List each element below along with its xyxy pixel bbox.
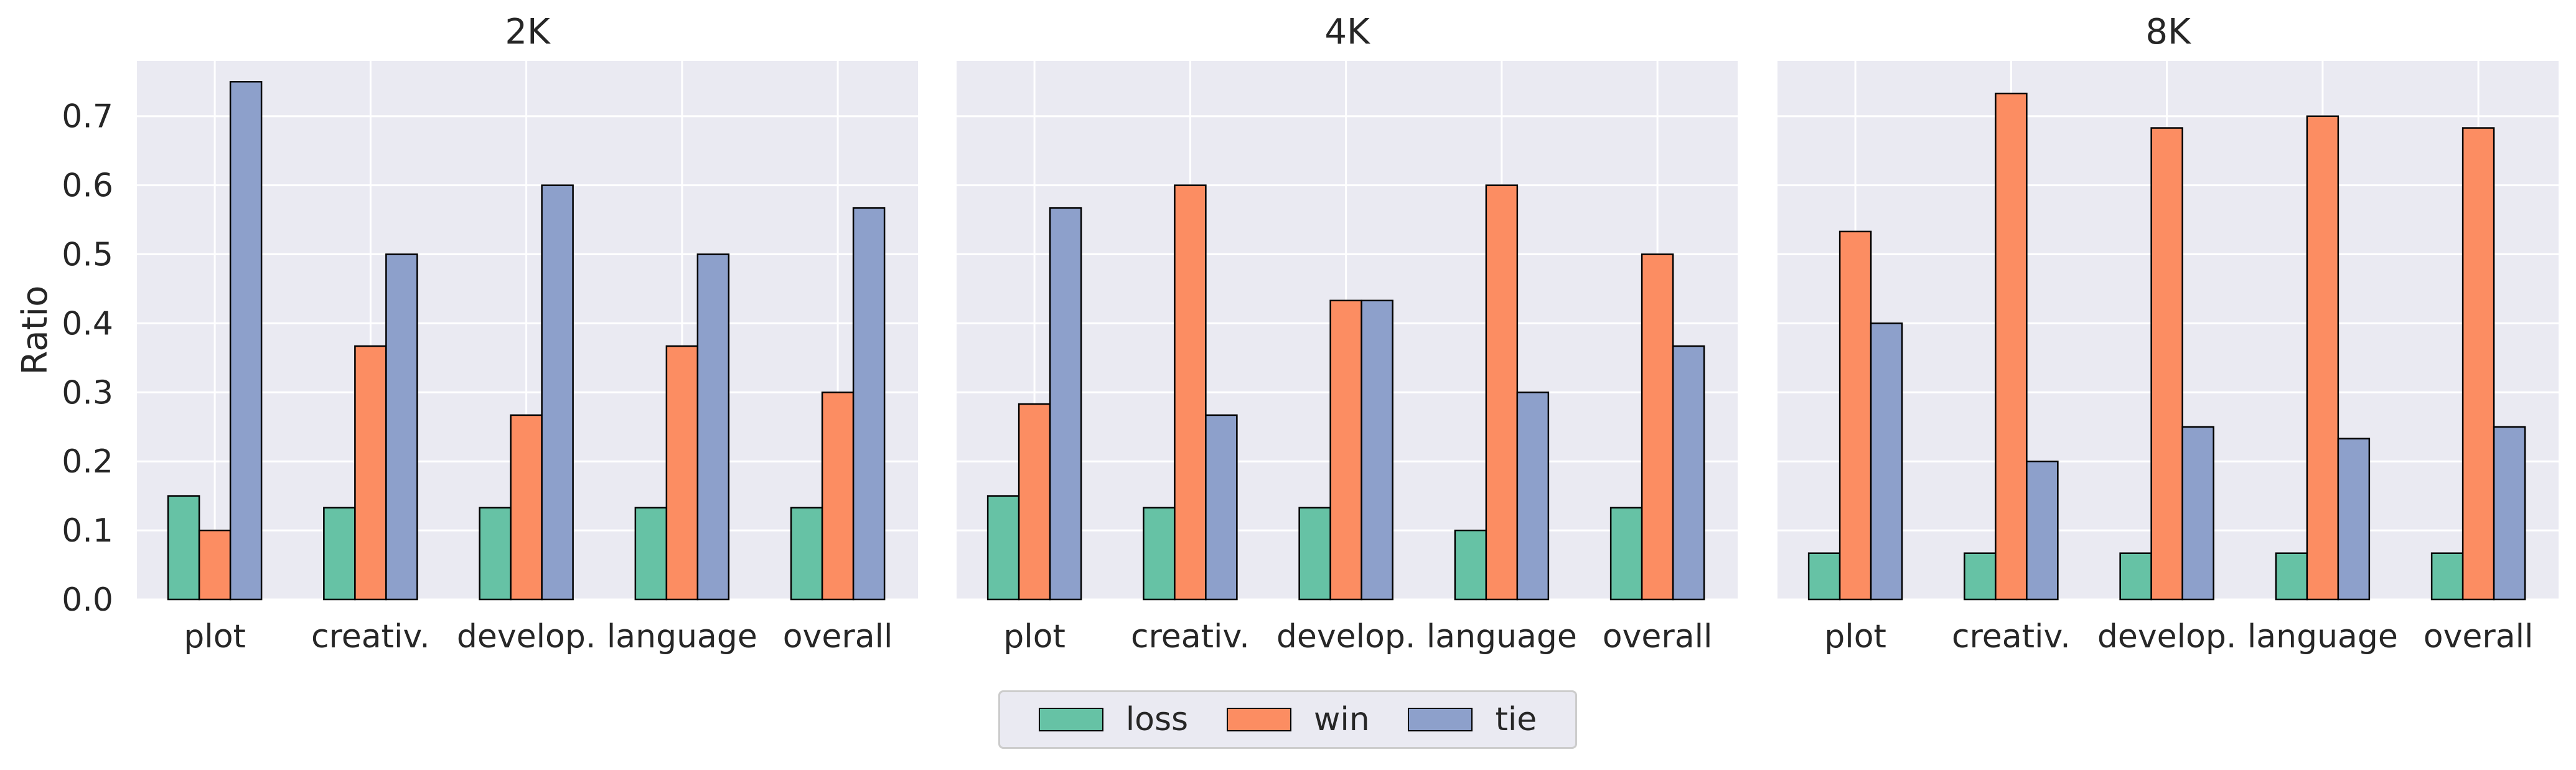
bar-tie (1361, 299, 1393, 601)
bar-tie (1516, 392, 1550, 601)
x-tick-label: overall (783, 618, 893, 655)
bar-tie (1049, 207, 1082, 601)
bar-win (665, 345, 699, 601)
bar-tie (2026, 460, 2059, 601)
chart-legend: loss win tie (998, 690, 1577, 749)
bar-loss (986, 495, 1020, 601)
x-tick-label: overall (2424, 618, 2534, 655)
x-tick-label: creativ. (1131, 618, 1250, 655)
bar-win (198, 529, 232, 601)
legend-label-tie: tie (1495, 701, 1537, 738)
bar-loss (634, 507, 668, 601)
x-tick-label: plot (1824, 618, 1886, 655)
bar-tie (696, 253, 730, 601)
legend-item-loss: loss (1038, 701, 1189, 738)
bar-win (1995, 92, 2028, 601)
y-tick-label: 0.6 (62, 167, 113, 205)
bar-win (2150, 127, 2183, 601)
bar-loss (790, 507, 823, 601)
bar-loss (1298, 507, 1331, 601)
legend-swatch-tie (1408, 708, 1473, 731)
bar-tie (1205, 414, 1238, 601)
panel-2: plot creativ. develop. language overall 8K (1777, 12, 2559, 655)
legend-swatch-loss (1038, 708, 1103, 731)
legend-swatch-win (1226, 708, 1291, 731)
legend-label-win: win (1313, 701, 1370, 738)
bar-tie (1870, 322, 1903, 601)
panel-title: 2K (505, 12, 551, 52)
x-tick-label: language (1426, 618, 1577, 655)
x-tick-label: language (607, 618, 757, 655)
bar-win (1174, 184, 1207, 601)
bar-win (1838, 230, 1872, 601)
x-tick-label: creativ. (1952, 618, 2071, 655)
bar-loss (2275, 552, 2308, 601)
panel-title: 4K (1324, 12, 1370, 52)
bar-win (1641, 253, 1674, 601)
bar-tie (541, 184, 574, 601)
bar-win (2306, 115, 2339, 601)
x-tick-label: develop. (457, 618, 596, 655)
bar-win (2461, 127, 2495, 601)
y-tick-label: 0.3 (62, 374, 113, 411)
bar-tie (385, 253, 418, 601)
x-tick-label: language (2247, 618, 2398, 655)
bar-loss (2430, 552, 2464, 601)
bar-loss (2119, 552, 2152, 601)
y-tick-label: 0.2 (62, 443, 113, 481)
x-tick-label: develop. (1276, 618, 1416, 655)
legend-item-tie: tie (1408, 701, 1537, 738)
bar-tie (2181, 426, 2214, 601)
bar-tie (2493, 426, 2526, 601)
bar-loss (323, 507, 356, 601)
y-tick-label: 0.0 (62, 581, 113, 619)
y-tick-label: 0.4 (62, 305, 113, 342)
panel-1: plot creativ. develop. language overall 4K (957, 12, 1738, 655)
bar-win (1485, 184, 1519, 601)
bar-loss (1609, 507, 1643, 601)
y-axis-label: Ratio (15, 286, 55, 375)
bar-win (354, 345, 387, 601)
bar-loss (479, 507, 512, 601)
bar-loss (1454, 529, 1487, 601)
bar-win (821, 392, 855, 601)
panel-0: plot creativ. develop. language overall 2K 0.0… (62, 12, 918, 655)
legend-label-loss: loss (1125, 701, 1189, 738)
panel-title: 8K (2145, 12, 2191, 52)
bar-loss (1964, 552, 1997, 601)
x-tick-label: plot (1003, 618, 1066, 655)
x-tick-label: develop. (2097, 618, 2237, 655)
y-tick-label: 0.1 (62, 512, 113, 550)
x-tick-label: creativ. (311, 618, 430, 655)
bar-tie (229, 81, 263, 601)
x-tick-label: overall (1603, 618, 1713, 655)
bar-loss (1143, 507, 1176, 601)
bar-tie (852, 207, 886, 601)
bar-loss (167, 495, 200, 601)
bar-tie (1672, 345, 1705, 601)
x-tick-label: plot (184, 618, 246, 655)
bar-tie (2337, 438, 2371, 601)
bar-win (510, 414, 543, 601)
y-tick-label: 0.7 (62, 98, 113, 136)
y-tick-label: 0.5 (62, 237, 113, 274)
bar-win (1018, 403, 1051, 601)
bar-win (1329, 299, 1362, 601)
legend-item-win: win (1226, 701, 1370, 738)
bar-loss (1807, 552, 1841, 601)
